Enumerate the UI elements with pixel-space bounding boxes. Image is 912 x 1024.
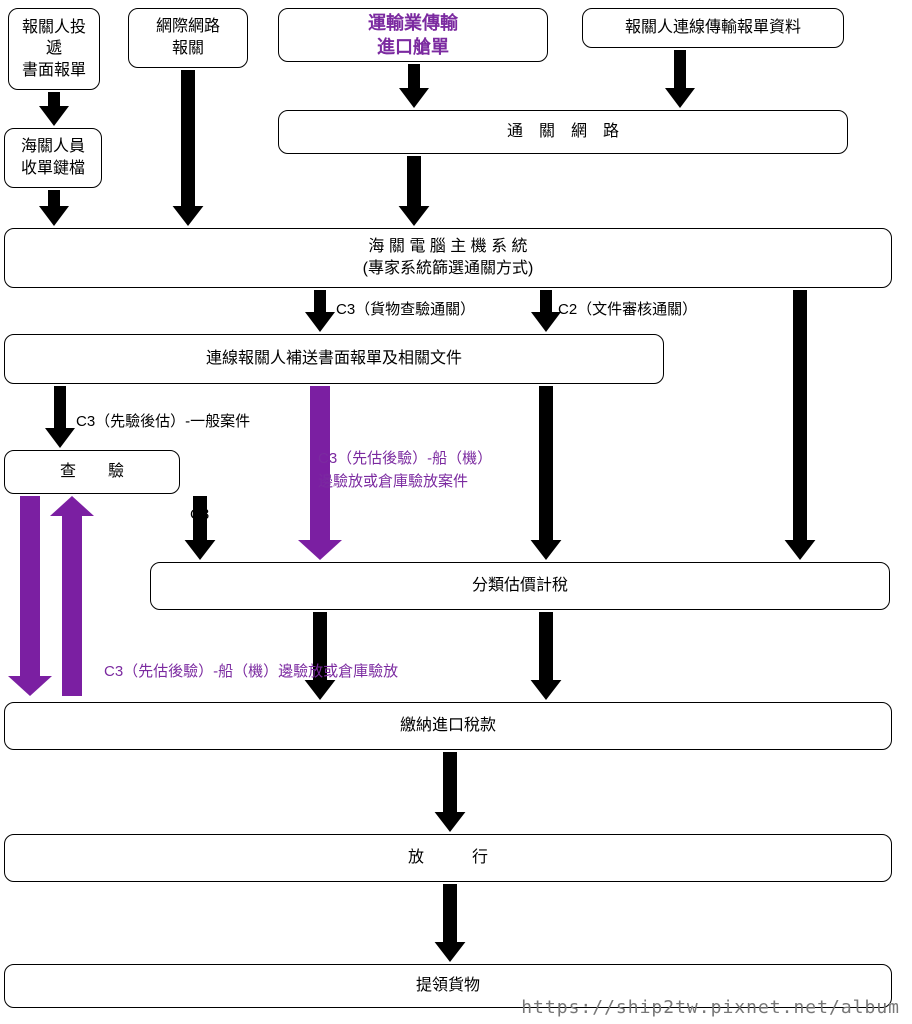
a-data-net (665, 50, 695, 108)
box-top-internet: 網際網路 報關 (128, 8, 248, 68)
a-main-supp-right (531, 290, 561, 332)
a-classify-tax-l (305, 612, 336, 700)
a-internet-main (173, 70, 204, 226)
a-supp-classify (531, 386, 562, 560)
a-inspect-tax-purple-down (8, 496, 52, 696)
label-c3-ship1: C3（先估後驗）-船（機） 邊驗放或倉庫驗放案件 (318, 448, 492, 493)
box-classify: 分類估價計稅 (150, 562, 890, 610)
a-tax-release (435, 752, 466, 832)
a-release-pickup (435, 884, 466, 962)
box-top-data: 報關人連線傳輸報單資料 (582, 8, 844, 48)
a-supp-inspect (45, 386, 75, 448)
a-transport-net (399, 64, 429, 108)
a-net-main (399, 156, 430, 226)
a-tax-inspect-purple-up (50, 496, 94, 696)
a-main-supp-left (305, 290, 335, 332)
box-top-submit: 報關人投 遞 書面報單 (8, 8, 100, 90)
watermark-text: https://ship2tw.pixnet.net/album (521, 997, 900, 1018)
box-supplement: 連線報關人補送書面報單及相關文件 (4, 334, 664, 384)
box-top-transport: 運輸業傳輸 進口艙單 (278, 8, 548, 62)
label-c2-docs: C2（文件審核通關） (558, 298, 697, 319)
label-c3-general: C3（先驗後估）-一般案件 (76, 410, 250, 431)
flowchart-canvas: 報關人投 遞 書面報單 網際網路 報關 運輸業傳輸 進口艙單 報關人連線傳輸報單… (0, 0, 912, 1024)
a-main-far-right (785, 290, 816, 560)
label-c3-small: C3 (190, 506, 209, 523)
box-mainframe: 海 關 電 腦 主 機 系 統 (專家系統篩選通關方式) (4, 228, 892, 288)
box-staff: 海關人員 收單鍵檔 (4, 128, 102, 188)
box-pay-tax: 繳納進口稅款 (4, 702, 892, 750)
box-inspect: 查 驗 (4, 450, 180, 494)
box-clearance-net: 通 關 網 路 (278, 110, 848, 154)
a-staff-main (39, 190, 69, 226)
label-c3-ship2: C3（先估後驗）-船（機）邊驗放或倉庫驗放 (104, 660, 398, 681)
a-classify-tax-r (531, 612, 562, 700)
box-release: 放 行 (4, 834, 892, 882)
a-submit-staff (39, 92, 69, 126)
label-c3-goods: C3（貨物查驗通關） (336, 298, 475, 319)
